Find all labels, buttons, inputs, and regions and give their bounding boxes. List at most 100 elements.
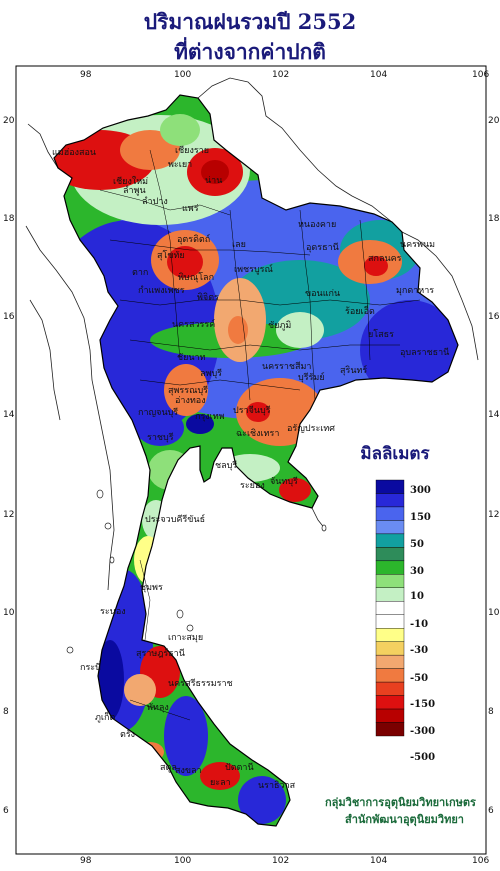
province-label: อุบลราชธานี	[400, 348, 450, 358]
province-label: พะเยา	[168, 160, 193, 170]
y-tick-label-right: 6	[488, 806, 494, 816]
province-label: ตาก	[132, 268, 149, 278]
province-label: ระยอง	[240, 481, 265, 491]
y-tick-label-left: 8	[3, 707, 9, 717]
legend-swatch	[375, 628, 405, 642]
province-label: พิษณุโลก	[178, 273, 215, 283]
y-tick-label-left: 20	[3, 116, 15, 126]
province-label: ชัยภูมิ	[268, 321, 292, 331]
x-tick-label-bottom: 106	[472, 856, 490, 866]
province-label: สุพรรณบุรี	[168, 386, 208, 396]
legend-swatch	[375, 560, 405, 575]
province-label: นครพนม	[400, 240, 436, 250]
map-title: ปริมาณฝนรวมปี 2552	[143, 9, 357, 34]
legend-colorbar	[375, 479, 405, 737]
province-label: พิจิตร	[197, 293, 219, 303]
y-tick-label-left: 16	[3, 312, 15, 322]
province-label: เลย	[232, 240, 246, 250]
x-tick-label-bottom: 102	[272, 856, 290, 866]
x-tick-label-top: 104	[370, 70, 388, 80]
legend-swatch	[375, 695, 405, 710]
province-label: แม่ฮ่องสอน	[52, 148, 97, 158]
neighbour-borders	[25, 77, 479, 591]
y-tick-label-left: 14	[3, 410, 15, 420]
legend-swatch	[375, 506, 405, 521]
legend-label: -50	[410, 673, 429, 684]
y-tick-label-right: 14	[488, 410, 500, 420]
legend-swatch	[375, 614, 405, 629]
province-label: นราธิวาส	[258, 781, 296, 791]
map-subtitle: ที่ต่างจากค่าปกติ	[174, 39, 326, 64]
province-label: ตรัง	[120, 730, 136, 740]
province-label: จันทบุรี	[270, 477, 298, 487]
y-tick-label-left: 18	[3, 214, 15, 224]
legend-swatch	[375, 533, 405, 548]
x-tick-label-top: 102	[272, 70, 290, 80]
province-label: นครสวรรค์	[172, 320, 216, 330]
legend-swatch	[375, 574, 405, 588]
province-label: ร้อยเอ็ด	[345, 307, 375, 317]
province-label: อรัญประเทศ	[287, 424, 336, 434]
legend-label: -150	[410, 699, 436, 710]
y-tick-label-right: 10	[488, 608, 500, 618]
province-borders	[99, 149, 421, 721]
x-tick-label-top: 98	[80, 70, 92, 80]
legend-swatch	[375, 479, 405, 494]
legend-swatch	[375, 520, 405, 535]
x-tick-label-bottom: 100	[174, 856, 192, 866]
province-label: อ่างทอง	[175, 396, 206, 406]
province-label: ขอนแก่น	[305, 289, 341, 299]
credit-line2: สำนักพัฒนาอุตุนิยมวิทยา	[345, 813, 464, 826]
province-label: ฉะเชิงเทรา	[236, 429, 280, 439]
province-label: สุราษฎร์ธานี	[136, 649, 185, 659]
y-tick-label-left: 10	[3, 608, 15, 618]
legend-swatch	[375, 547, 405, 562]
province-label: นครราชสีมา	[262, 362, 312, 372]
province-label: น่าน	[205, 176, 223, 186]
legend-swatch	[375, 668, 405, 683]
province-label: เชียงราย	[175, 146, 210, 156]
y-tick-label-right: 16	[488, 312, 500, 322]
x-tick-label-top: 100	[174, 70, 192, 80]
province-label: อุตรดิตถ์	[177, 235, 211, 245]
legend-label: -300	[410, 726, 436, 737]
province-label: ปัตตานี	[225, 763, 254, 773]
credit-line1: กลุ่มวิชาการอุตุนิยมวิทยาเกษตร	[325, 796, 476, 809]
x-tick-label-bottom: 104	[370, 856, 388, 866]
province-label: สงขลา	[175, 766, 202, 776]
province-label: หนองคาย	[298, 220, 337, 230]
province-label: ประจวบคีรีขันธ์	[145, 515, 206, 525]
province-label: ลพบุรี	[200, 369, 222, 379]
legend-swatch	[375, 654, 405, 669]
legend-swatch	[375, 601, 405, 615]
province-label: ยะลา	[210, 778, 231, 788]
y-tick-label-left: 12	[3, 510, 15, 520]
province-label: กำแพงเพชร	[138, 286, 185, 296]
legend-label: -30	[410, 645, 429, 656]
y-tick-label-right: 18	[488, 214, 500, 224]
province-label: ภูเก็ต	[95, 713, 116, 723]
province-label: นครศรีธรรมราช	[168, 679, 233, 689]
legend-label: -10	[410, 619, 429, 630]
y-tick-label-right: 20	[488, 116, 500, 126]
province-label: เชียงใหม่	[113, 177, 149, 187]
province-label: อุดรธานี	[306, 243, 339, 253]
province-label: แพร่	[182, 204, 199, 214]
y-tick-label-left: 6	[3, 806, 9, 816]
province-label: ราชบุรี	[147, 433, 174, 443]
x-tick-label-top: 106	[472, 70, 490, 80]
province-label: บุรีรัมย์	[298, 373, 325, 383]
legend-swatch	[375, 587, 405, 602]
province-label: สุรินทร์	[340, 366, 368, 376]
province-label: ระนอง	[100, 607, 126, 617]
legend-label: 50	[410, 539, 424, 550]
province-label: พัทลุง	[147, 703, 169, 713]
province-label: กาญจนบุรี	[138, 408, 179, 418]
province-label: กรุงเทพ	[195, 412, 225, 422]
islands	[66, 489, 327, 654]
province-label: ชุมพร	[140, 583, 163, 593]
province-label: ยโสธร	[368, 330, 394, 340]
province-label: เกาะสมุย	[168, 633, 204, 643]
province-label: สกลนคร	[368, 254, 402, 264]
